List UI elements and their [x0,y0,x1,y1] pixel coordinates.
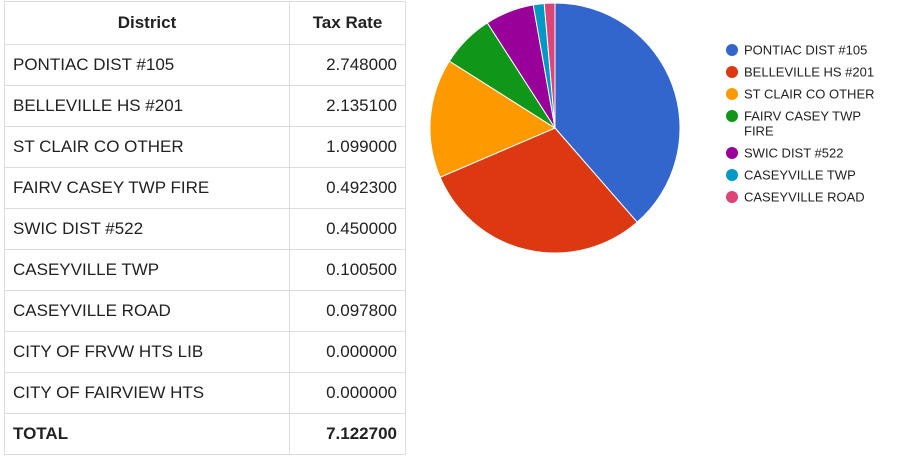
table-row: CITY OF FRVW HTS LIB 0.000000 [4,331,406,373]
tax-rate-column-header: Tax Rate [289,1,406,45]
district-cell: CITY OF FRVW HTS LIB [4,331,290,373]
pie-slice[interactable] [429,60,557,178]
pie-slice[interactable] [554,2,681,223]
table-row: SWIC DIST #522 0.450000 [4,208,406,250]
table-row: CASEYVILLE TWP 0.100500 [4,249,406,291]
tax-rate-cell: 1.099000 [289,126,406,168]
tax-rate-cell: 0.000000 [289,331,406,373]
legend-label: BELLEVILLE HS #201 [744,65,874,80]
table-row: CITY OF FAIRVIEW HTS 0.000000 [4,372,406,414]
tax-rate-cell: 0.097800 [289,290,406,332]
total-label: TOTAL [4,413,290,455]
tax-rate-cell: 0.492300 [289,167,406,209]
tax-rate-cell: 0.100500 [289,249,406,291]
pie-slice[interactable] [439,127,638,254]
district-cell: CASEYVILLE ROAD [4,290,290,332]
legend-label: CASEYVILLE ROAD [744,190,865,205]
legend-marker [726,66,738,78]
table-body: PONTIAC DIST #105 2.748000 BELLEVILLE HS #… [4,44,406,455]
legend-label: FAIRV CASEY TWP FIRE [744,109,861,139]
district-cell: PONTIAC DIST #105 [4,44,290,86]
total-rate: 7.122700 [289,413,406,455]
tax-rate-cell: 0.000000 [289,372,406,414]
legend-marker [726,147,738,159]
total-row: TOTAL 7.122700 [4,413,406,455]
table-row: FAIRV CASEY TWP FIRE 0.492300 [4,167,406,209]
legend-marker [726,88,738,100]
district-cell: SWIC DIST #522 [4,208,290,250]
table-row: PONTIAC DIST #105 2.748000 [4,44,406,86]
tax-rate-cell: 2.135100 [289,85,406,127]
table-row: CASEYVILLE ROAD 0.097800 [4,290,406,332]
legend-label: ST CLAIR CO OTHER [744,87,875,102]
legend-marker [726,44,738,56]
district-cell: FAIRV CASEY TWP FIRE [4,167,290,209]
legend-label: PONTIAC DIST #105 [744,43,867,58]
legend-label: CASEYVILLE TWP [744,168,856,183]
legend-marker [726,110,738,122]
legend-marker [726,169,738,181]
pie-chart: PONTIAC DIST #105 BELLEVILLE HS #201 ST CL… [429,2,875,254]
tax-rate-cell: 0.450000 [289,208,406,250]
table-row: ST CLAIR CO OTHER 1.099000 [4,126,406,168]
district-column-header: District [4,1,290,45]
district-cell: ST CLAIR CO OTHER [4,126,290,168]
pie-slice[interactable] [543,2,556,129]
table-row: BELLEVILLE HS #201 2.135100 [4,85,406,127]
district-cell: BELLEVILLE HS #201 [4,85,290,127]
tax-rate-cell: 2.748000 [289,44,406,86]
legend-marker [726,191,738,203]
tax-rate-table: District Tax Rate PONTIAC DIST #105 2.748… [4,1,406,455]
legend-label: SWIC DIST #522 [744,146,843,161]
table-header-row: District Tax Rate [4,1,406,45]
district-cell: CASEYVILLE TWP [4,249,290,291]
district-cell: CITY OF FAIRVIEW HTS [4,372,290,414]
